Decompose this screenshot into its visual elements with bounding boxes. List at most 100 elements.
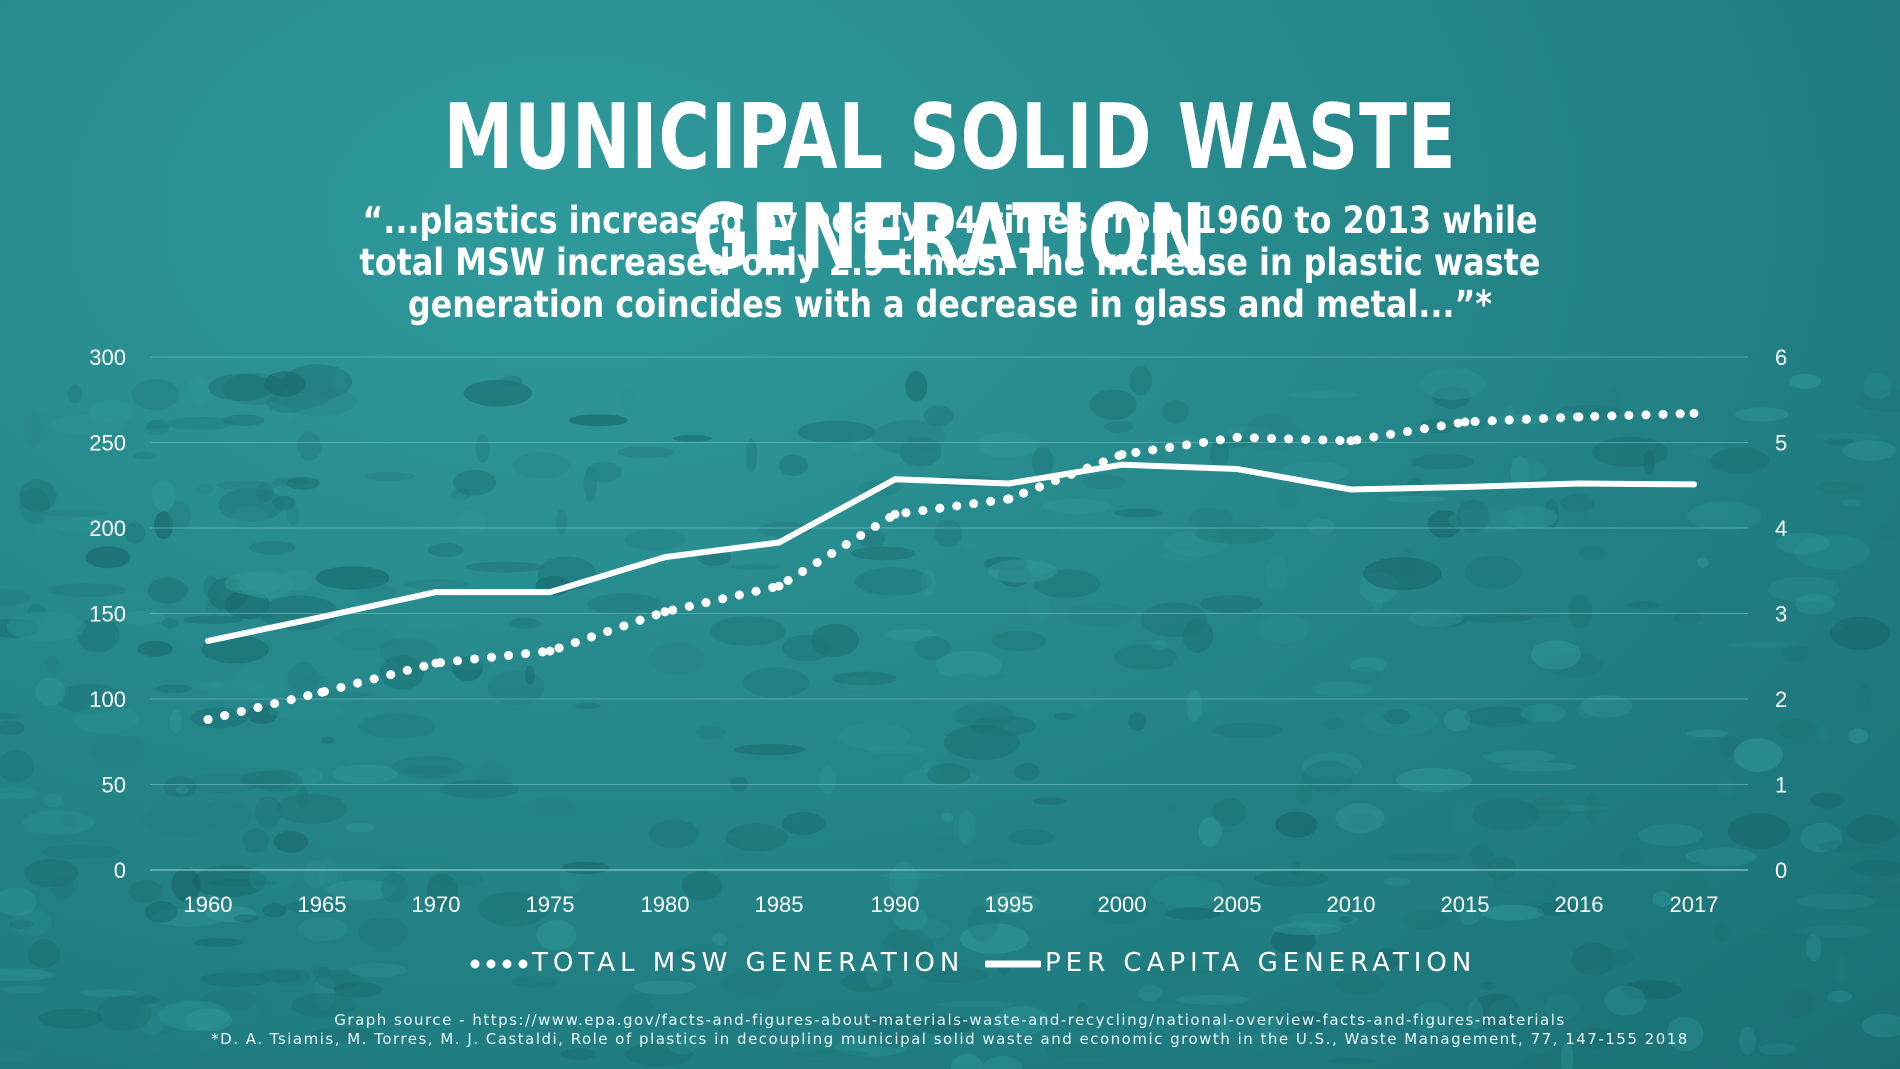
- rubble-blob: [1797, 924, 1873, 938]
- rubble-blob: [889, 862, 919, 899]
- rubble-blob: [262, 903, 287, 918]
- rubble-blob: [169, 709, 182, 733]
- rubble-blob: [72, 705, 139, 734]
- rubble-blob: [1560, 502, 1588, 525]
- rubble-blob: [681, 871, 723, 901]
- rubble-blob: [0, 713, 22, 720]
- rubble-blob: [249, 540, 296, 555]
- rubble-blob: [991, 630, 1046, 652]
- rubble-blob: [832, 671, 897, 686]
- rubble-blob: [1480, 982, 1497, 990]
- rubble-blob: [1845, 815, 1899, 844]
- rubble-blob: [1032, 797, 1067, 805]
- rubble-blob: [1326, 1057, 1375, 1064]
- rubble-blob: [511, 975, 558, 988]
- solid-line-legend-icon: [985, 960, 1041, 968]
- rubble-blob: [1307, 518, 1335, 536]
- point-per-capita: [1348, 486, 1354, 493]
- rubble-blob: [513, 452, 570, 479]
- rubble-blob: [1117, 1002, 1195, 1029]
- rubble-blob: [1141, 602, 1208, 638]
- rubble-blob: [1129, 365, 1153, 396]
- rubble-blob: [975, 432, 1038, 458]
- rubble-blob: [569, 414, 628, 427]
- rubble-blob: [1162, 399, 1189, 424]
- rubble-blob: [1486, 856, 1517, 881]
- rubble-blob: [1556, 404, 1620, 420]
- rubble-blob: [1077, 1002, 1089, 1019]
- rubble-blob: [208, 373, 275, 402]
- rubble-blob: [1560, 493, 1595, 513]
- y-left-tick-label: 300: [89, 345, 126, 370]
- rubble-blob: [1728, 642, 1804, 648]
- rubble-blob: [198, 799, 252, 833]
- rubble-blob: [0, 887, 37, 916]
- rubble-blob: [1273, 922, 1342, 936]
- rubble-blob: [89, 735, 147, 766]
- rubble-blob: [1568, 594, 1592, 629]
- rubble-blob: [242, 828, 269, 853]
- rubble-blob: [123, 977, 175, 996]
- rubble-blob: [624, 529, 687, 551]
- rubble-blob: [1287, 912, 1359, 927]
- rubble-blob: [950, 1053, 984, 1069]
- rubble-blob: [616, 446, 676, 458]
- point-total-msw: [1232, 432, 1242, 442]
- rubble-blob: [1274, 485, 1299, 508]
- rubble-blob: [137, 428, 207, 435]
- rubble-blob: [6, 611, 86, 642]
- y-left-tick-label: 200: [89, 516, 126, 541]
- rubble-blob: [391, 756, 465, 779]
- rubble-blob: [723, 969, 784, 997]
- rubble-blob: [696, 725, 726, 740]
- rubble-blob: [526, 797, 575, 818]
- rubble-blob: [1195, 524, 1275, 545]
- rubble-blob: [298, 917, 349, 942]
- rubble-blob: [1419, 368, 1485, 401]
- x-tick-label: 2017: [1670, 892, 1719, 917]
- rubble-blob: [1858, 683, 1870, 715]
- rubble-blob: [48, 414, 126, 436]
- rubble-blob: [1371, 590, 1384, 612]
- rubble-blob: [859, 529, 885, 549]
- rubble-blob: [845, 1016, 902, 1025]
- rubble-blob: [35, 509, 65, 545]
- rubble-blob: [524, 665, 536, 685]
- rubble-blob: [665, 900, 680, 914]
- rubble-blob: [85, 546, 131, 569]
- rubble-blob: [1536, 902, 1575, 917]
- rubble-blob: [465, 561, 544, 573]
- rubble-blob: [1374, 947, 1401, 971]
- rubble-blob: [1794, 593, 1836, 615]
- rubble-blob: [1166, 435, 1205, 445]
- rubble-blob: [1199, 595, 1263, 613]
- rubble-blob: [452, 469, 497, 496]
- rubble-blob: [1335, 803, 1385, 833]
- rubble-blob: [664, 1027, 702, 1055]
- rubble-blob: [0, 720, 25, 735]
- point-total-msw: [203, 715, 213, 724]
- rubble-blob: [1686, 847, 1757, 866]
- rubble-blob: [280, 569, 314, 591]
- rubble-blob: [135, 995, 161, 1004]
- rubble-blob: [139, 485, 184, 500]
- rubble-blob: [922, 760, 941, 774]
- y-right-tick-label: 0: [1775, 858, 1787, 883]
- rubble-blob: [1863, 372, 1892, 400]
- rubble-blob: [224, 572, 284, 595]
- rubble-blob: [771, 875, 810, 889]
- rubble-blob: [709, 616, 787, 646]
- rubble-blob: [272, 495, 296, 511]
- rubble-blob: [1813, 433, 1882, 442]
- rubble-blob: [137, 640, 173, 657]
- rubble-blob: [225, 940, 283, 947]
- rubble-blob: [1638, 823, 1703, 847]
- rubble-blob: [24, 858, 79, 888]
- rubble-blob: [1523, 1052, 1590, 1069]
- rubble-blob: [232, 664, 288, 700]
- rubble-blob: [146, 419, 169, 435]
- rubble-blob: [1162, 550, 1204, 562]
- rubble-blob: [1335, 971, 1385, 995]
- rubble-blob: [1081, 475, 1127, 490]
- rubble-blob: [923, 405, 954, 427]
